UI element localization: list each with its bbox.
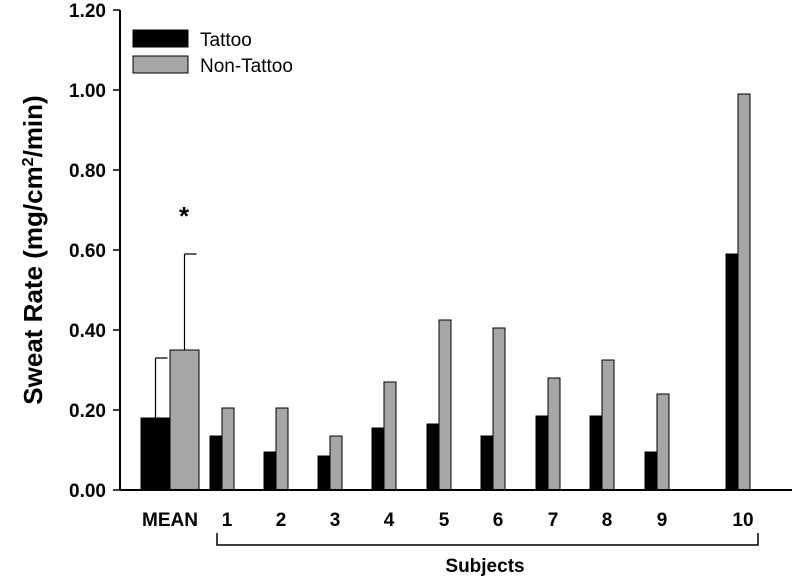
y-tick-label: 0.60 [69,241,106,262]
x-tick-label-2: 2 [276,510,287,531]
bar-non-tattoo-1 [221,407,235,491]
axes-layer [119,10,792,491]
y-tick-label: 0.00 [69,481,106,502]
bar-non-tattoo-3 [329,435,343,491]
bar-tattoo-1 [209,435,223,491]
bar-tattoo-3 [317,455,331,491]
legend-swatch-tattoo [132,29,189,48]
y-axis-title: Sweat Rate (mg/cm2/min) [18,95,48,404]
x-tick-label-9: 9 [657,510,668,531]
bar-non-tattoo-2 [275,407,289,491]
legend-label-non-tattoo: Non-Tattoo [200,56,293,77]
legend-swatch-non-tattoo [132,55,189,74]
significance-asterisk: * [179,201,190,231]
y-axis-title-end: /min) [18,95,48,157]
x-tick-label-1: 1 [222,510,233,531]
subjects-bracket: Subjects [216,533,759,577]
subjects-bracket-line [216,533,759,546]
y-tick-label: 1.20 [69,1,106,22]
y-tick-label: 0.40 [69,321,106,342]
x-tick-label-3: 3 [330,510,341,531]
bar-tattoo-9 [644,451,658,491]
subjects-label: Subjects [445,556,524,577]
x-tick-label-mean: MEAN [142,510,198,531]
legend: Tattoo Non-Tattoo [132,29,293,77]
y-tick-label: 1.00 [69,81,106,102]
bar-non-tattoo-5 [438,319,452,491]
bar-non-tattoo-mean [169,349,200,491]
bar-non-tattoo-8 [601,359,615,491]
y-ticks-layer: 0.00 0.20 0.40 0.60 0.80 1.00 1.20 [69,1,120,502]
error-bars-layer [154,253,197,418]
x-tick-label-5: 5 [439,510,450,531]
x-tick-label-6: 6 [493,510,504,531]
bar-non-tattoo-9 [656,393,670,491]
x-tick-label-4: 4 [384,510,395,531]
bar-tattoo-2 [263,451,277,491]
x-tick-label-8: 8 [602,510,613,531]
bar-tattoo-8 [589,415,603,491]
bar-non-tattoo-7 [547,377,561,491]
bar-tattoo-7 [535,415,549,491]
bar-tattoo-5 [426,423,440,491]
x-tick-label-10: 10 [732,510,753,531]
error-bar-non-tattoo [183,253,197,350]
bar-tattoo-4 [371,427,385,491]
y-tick-label: 0.80 [69,161,106,182]
bars-layer [140,93,751,491]
bar-tattoo-10 [725,253,739,491]
bar-non-tattoo-10 [737,93,751,491]
error-bar-tattoo [154,357,168,418]
x-tick-labels-layer: MEAN 1 2 3 4 5 6 7 8 9 10 [142,510,754,531]
legend-label-tattoo: Tattoo [200,30,252,51]
y-axis-title-superscript: 2 [20,157,37,166]
bar-non-tattoo-4 [383,381,397,491]
y-tick-label: 0.20 [69,401,106,422]
bar-tattoo-mean [140,417,171,491]
bar-tattoo-6 [480,435,494,491]
x-tick-label-7: 7 [548,510,559,531]
bar-non-tattoo-6 [492,327,506,491]
